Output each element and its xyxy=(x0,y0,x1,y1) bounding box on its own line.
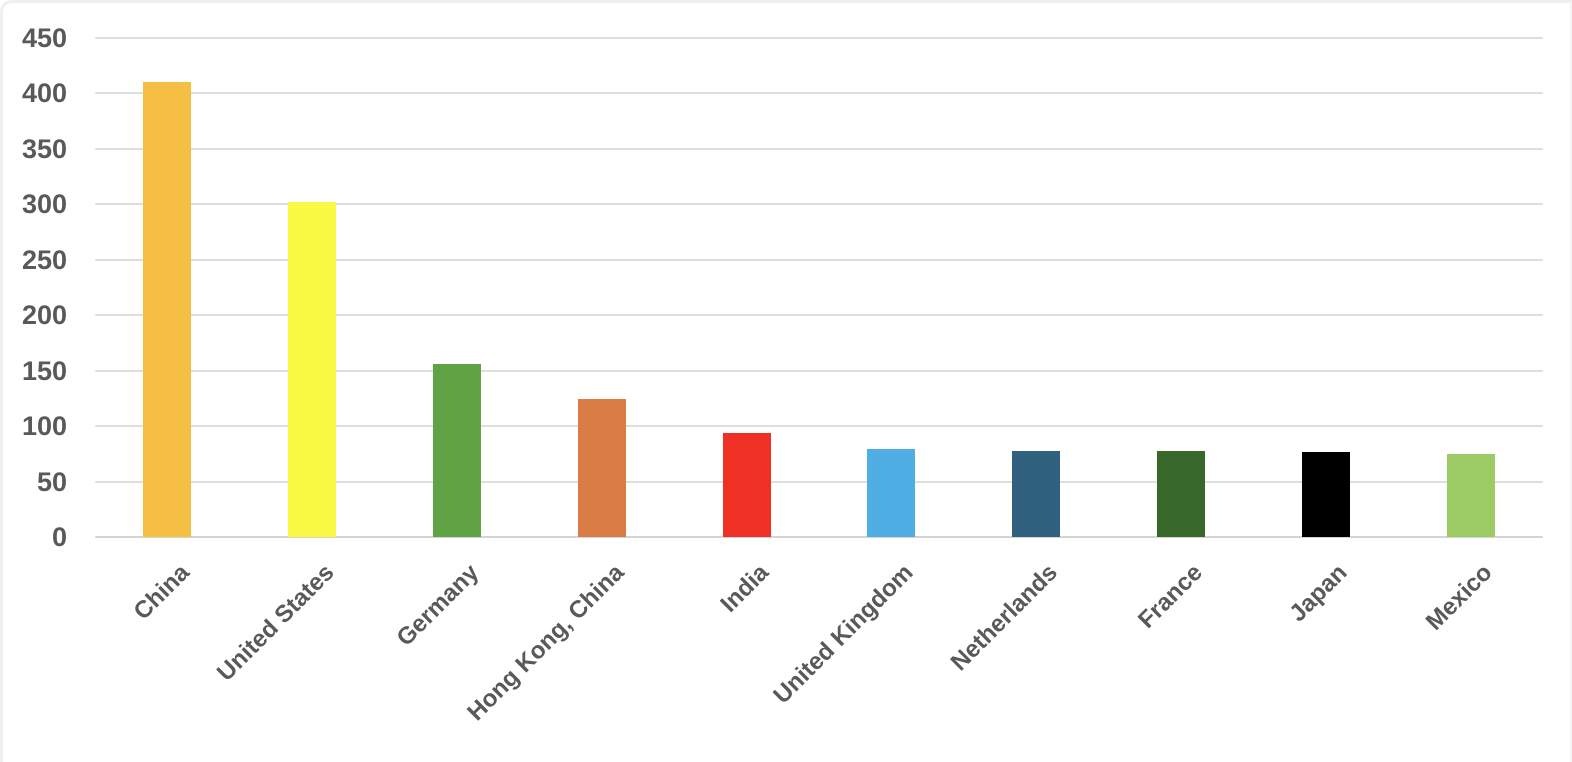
gridline-300 xyxy=(95,203,1543,206)
y-tick-label-400: 400 xyxy=(21,78,67,109)
y-tick-label-150: 150 xyxy=(21,355,67,386)
y-tick-label-300: 300 xyxy=(21,189,67,220)
gridline-150 xyxy=(95,369,1543,372)
gridline-350 xyxy=(95,147,1543,150)
bar-united-states xyxy=(288,202,337,537)
bar-india xyxy=(722,432,771,537)
gridline-250 xyxy=(95,258,1543,261)
bar-united-kingdom xyxy=(867,449,916,537)
gridline-400 xyxy=(95,92,1543,95)
bar-japan xyxy=(1301,451,1350,537)
x-axis-baseline xyxy=(95,536,1543,538)
bar-france xyxy=(1157,450,1205,537)
y-tick-label-0: 0 xyxy=(51,522,67,552)
y-tick-label-200: 200 xyxy=(21,300,67,331)
bar-mexico xyxy=(1446,453,1495,537)
plot-area xyxy=(3,3,1570,762)
y-tick-label-350: 350 xyxy=(21,133,67,164)
y-tick-label-250: 250 xyxy=(21,244,67,275)
bar-china xyxy=(143,82,192,537)
y-tick-label-100: 100 xyxy=(21,411,67,442)
gridline-100 xyxy=(95,425,1543,428)
gridline-450 xyxy=(95,37,1543,39)
bar-germany xyxy=(433,364,481,537)
y-tick-label-450: 450 xyxy=(21,23,67,53)
y-tick-label-50: 50 xyxy=(36,466,67,497)
bar-netherlands xyxy=(1012,450,1061,537)
gridline-200 xyxy=(95,314,1543,317)
gridline-50 xyxy=(95,480,1543,483)
bar-hong-kong-china xyxy=(577,399,626,537)
